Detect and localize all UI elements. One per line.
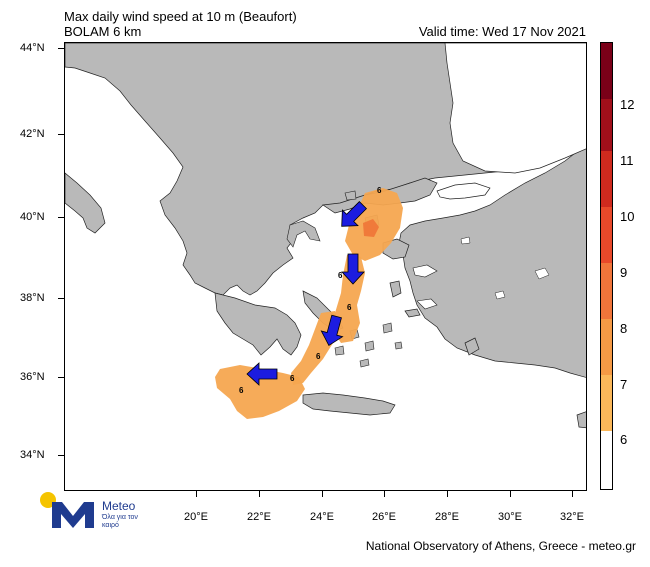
colorbar-label-6: 6 [620,432,628,447]
lon-label-30: 30°E [498,511,522,523]
lon-label-32: 32°E [560,511,584,523]
lon-label-22: 22°E [247,511,271,523]
colorbar-seg-6 [601,431,612,489]
map-title: Max daily wind speed at 10 m (Beaufort) [64,9,297,24]
logo-name: Meteo [102,499,136,513]
wind-arrow-3 [320,314,344,347]
land-peloponnese [214,292,302,356]
wind-arrow-2 [341,253,365,285]
wind-area-south-aegean [291,311,339,385]
colorbar-label-12: 12 [620,97,635,112]
colorbar-seg-10 [601,207,612,263]
logo-tagline: Όλα για τον καιρό [102,514,138,529]
land-anatolia [398,144,586,378]
value-label-6: 6 [239,386,244,395]
lat-tick [58,298,64,299]
colorbar-label-11: 11 [620,153,634,168]
map-panel: 6 6 6 6 6 6 [64,42,587,491]
lat-tick [58,48,64,49]
valid-time: Valid time: Wed 17 Nov 2021 [418,24,586,39]
wind-area-west-crete [215,365,305,419]
lat-label-42: 42°N [20,128,45,140]
wind-arrow-4 [246,362,278,386]
land-crete [302,392,396,416]
lat-tick [58,377,64,378]
land-chios [389,280,402,298]
colorbar-seg-7 [601,375,612,431]
wind-core-north [363,219,379,237]
lon-tick [510,491,511,497]
colorbar-label-10: 10 [620,209,635,224]
colorbar-label-9: 9 [620,265,628,280]
model-name: BOLAM 6 km [64,24,142,39]
map-svg: 6 6 6 6 6 6 [65,43,586,429]
value-label-3: 6 [347,303,352,312]
colorbar-seg-12 [601,99,612,151]
lon-tick [259,491,260,497]
meteo-logo: Meteo Όλα για τον καιρό [40,492,150,532]
lon-label-24: 24°E [310,511,334,523]
wind-arrow-1 [341,200,368,227]
lat-label-40: 40°N [20,211,45,223]
lake-anatolia [460,236,550,300]
land-rhodes [464,337,480,356]
lat-tick [58,134,64,135]
land-cyprus [576,411,586,429]
lon-label-20: 20°E [184,511,208,523]
lon-tick [196,491,197,497]
lon-tick [384,491,385,497]
land-samos [404,308,421,318]
value-label-4: 6 [316,352,321,361]
value-label-2: 6 [338,271,343,280]
sea-marmara [436,182,491,200]
lon-tick [572,491,573,497]
land-chalkidiki [286,220,321,248]
lat-tick [58,217,64,218]
lon-tick [447,491,448,497]
lon-tick [322,491,323,497]
lat-tick [58,455,64,456]
meteo-m-icon [52,502,94,528]
credit-text: National Observatory of Athens, Greece -… [365,539,636,553]
colorbar-seg-8 [601,319,612,375]
colorbar-seg-11 [601,151,612,207]
lon-label-28: 28°E [435,511,459,523]
lon-label-26: 26°E [372,511,396,523]
colorbar-seg-13 [601,43,612,99]
land-italy [65,172,106,234]
colorbar [600,42,613,490]
lat-label-44: 44°N [20,42,45,54]
colorbar-label-7: 7 [620,377,628,392]
value-label-1: 6 [377,186,382,195]
value-label-5: 6 [290,374,295,383]
colorbar-label-8: 8 [620,321,628,336]
lat-label-34: 34°N [20,449,45,461]
sea-gulf [412,264,438,310]
lat-label-38: 38°N [20,292,45,304]
black-sea [444,43,586,174]
lat-label-36: 36°N [20,371,45,383]
title-block: Max daily wind speed at 10 m (Beaufort) … [64,9,297,39]
colorbar-seg-9 [601,263,612,319]
